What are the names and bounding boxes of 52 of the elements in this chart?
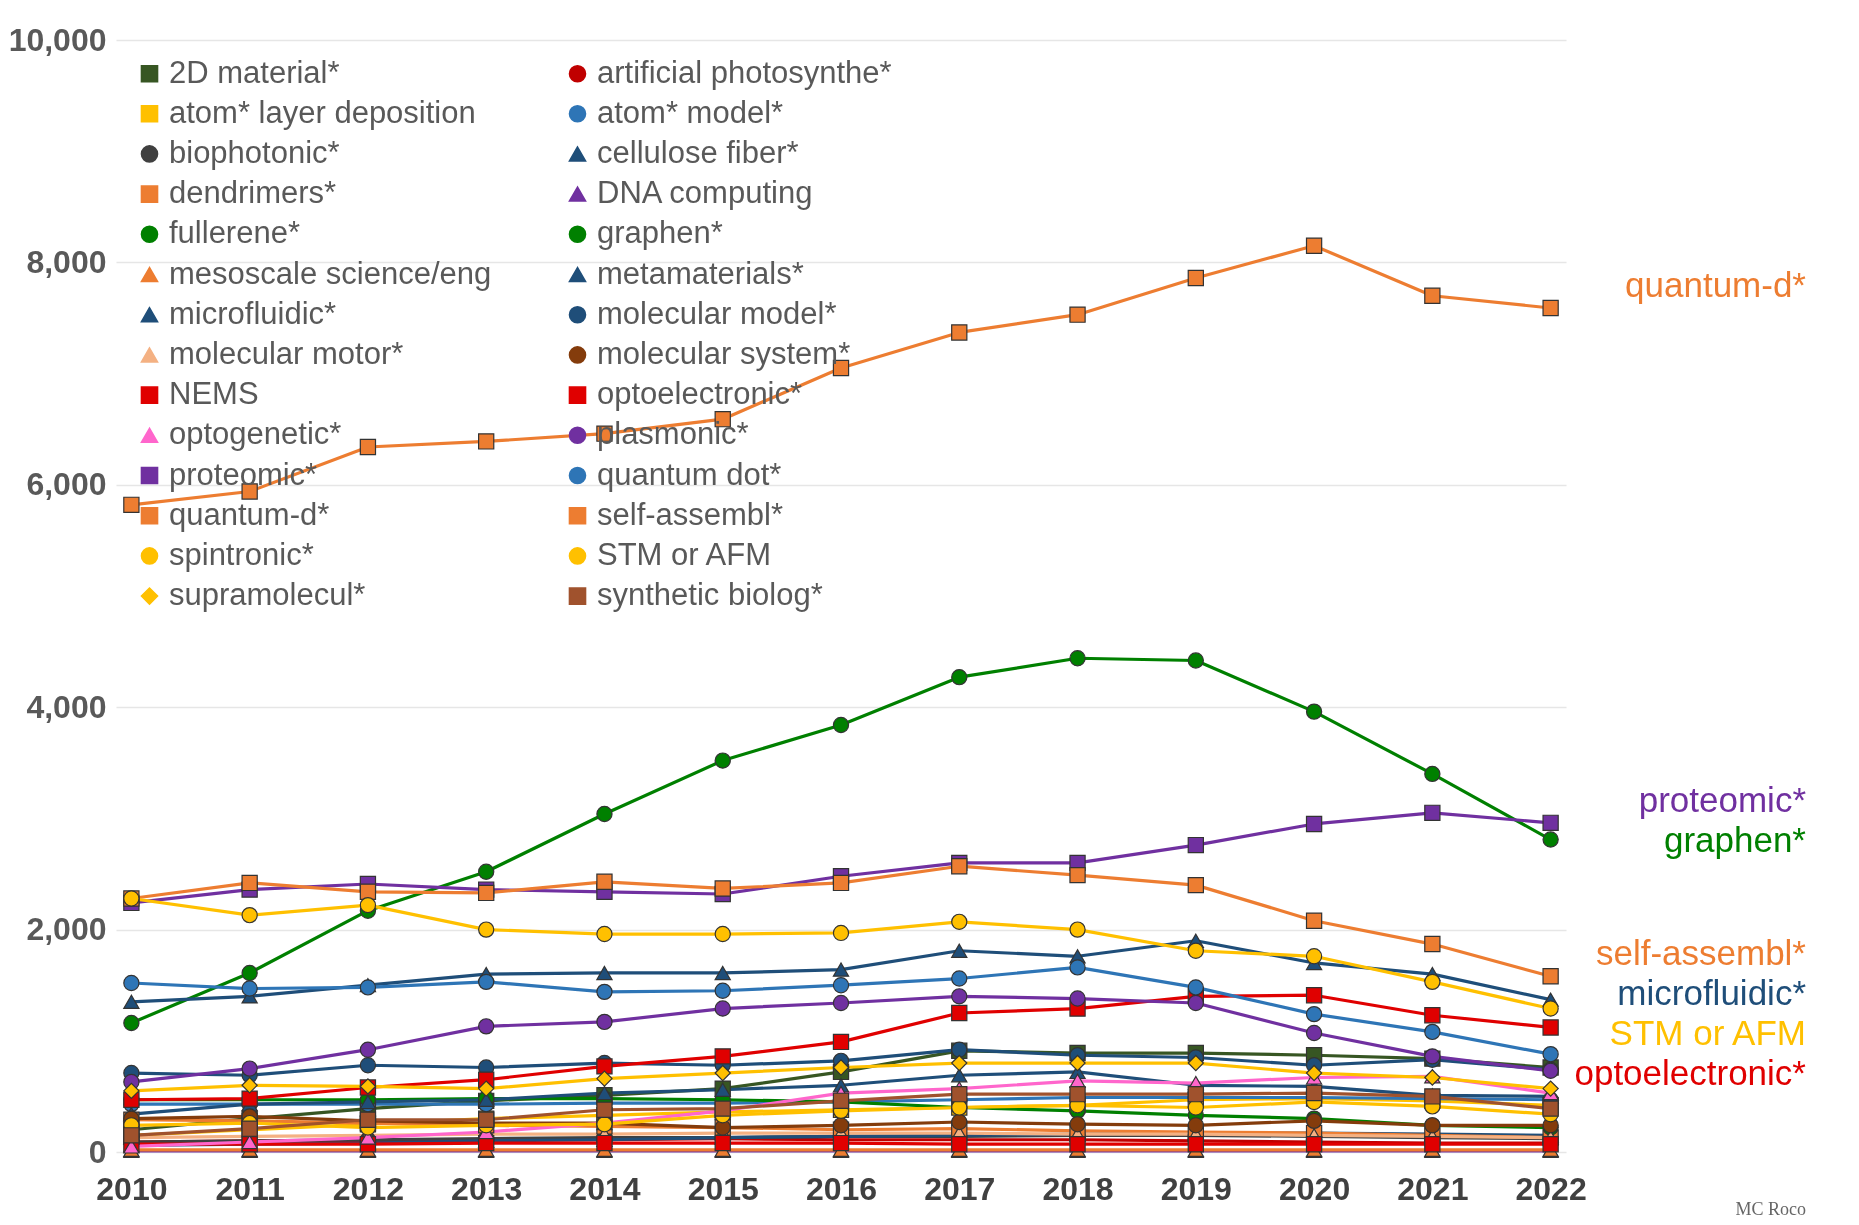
x-tick-label: 2010 (96, 1170, 168, 1207)
x-tick-label: 2017 (924, 1170, 996, 1207)
x-tick-label: 2012 (332, 1170, 405, 1207)
x-tick-label: 2018 (1042, 1170, 1114, 1207)
legend-label: spintronic* (169, 536, 314, 572)
legend-label: graphen* (597, 215, 723, 251)
x-tick-label: 2016 (805, 1170, 878, 1207)
x-tick-label: 2014 (569, 1170, 641, 1207)
legend-label: 2D material* (169, 54, 340, 90)
text: proteomic* (1638, 779, 1807, 819)
legend-label: quantum dot* (597, 456, 782, 492)
legend-label: fullerene* (169, 215, 300, 251)
x-tick-label: 2019 (1160, 1170, 1232, 1207)
x-tick-label: 2015 (687, 1170, 759, 1207)
legend-label: microfluidic* (169, 295, 337, 331)
text: self-assembl* (1595, 933, 1807, 973)
legend-label: atom* model* (597, 94, 784, 130)
legend-label: artificial photosynthe* (597, 54, 892, 90)
legend-label: metamaterials* (597, 255, 804, 291)
legend-label: supramolecul* (169, 577, 366, 613)
y-tick-label: 0 (88, 1133, 107, 1170)
y-tick-label: 4,000 (26, 688, 107, 725)
text: STM or AFM (1609, 1013, 1806, 1053)
y-tick-label: 8,000 (26, 243, 107, 280)
legend-label: mesoscale science/eng (169, 255, 492, 291)
legend-label: dendrimers* (169, 175, 337, 211)
text: optoelectronic* (1574, 1053, 1807, 1093)
legend-label: quantum-d* (169, 496, 330, 532)
legend-label: self-assembl* (597, 496, 784, 532)
legend-label: cellulose fiber* (597, 134, 799, 170)
text: MC Roco (1735, 1199, 1806, 1219)
y-tick-label: 2,000 (26, 911, 107, 948)
legend-label: molecular motor* (169, 335, 404, 371)
text: quantum-d* (1625, 264, 1807, 304)
legend-label: optogenetic* (169, 416, 342, 452)
legend-label: biophotonic* (169, 134, 340, 170)
x-tick-label: 2020 (1278, 1170, 1351, 1207)
x-tick-label: 2022 (1515, 1170, 1587, 1207)
legend-label: NEMS (169, 376, 259, 412)
text: microfluidic* (1617, 973, 1807, 1013)
legend-label: molecular system* (597, 335, 851, 371)
x-tick-label: 2021 (1397, 1170, 1469, 1207)
legend-label: STM or AFM (597, 536, 771, 572)
x-tick-label: 2013 (451, 1170, 523, 1207)
x-tick-label: 2011 (215, 1170, 285, 1207)
y-tick-label: 10,000 (8, 21, 107, 58)
legend-label: molecular model* (597, 295, 837, 331)
y-tick-label: 6,000 (26, 466, 107, 503)
text: graphen* (1663, 819, 1807, 859)
legend-label: atom* layer deposition (169, 94, 476, 130)
legend-label: DNA computing (597, 175, 813, 211)
legend-label: synthetic biolog* (597, 577, 823, 613)
